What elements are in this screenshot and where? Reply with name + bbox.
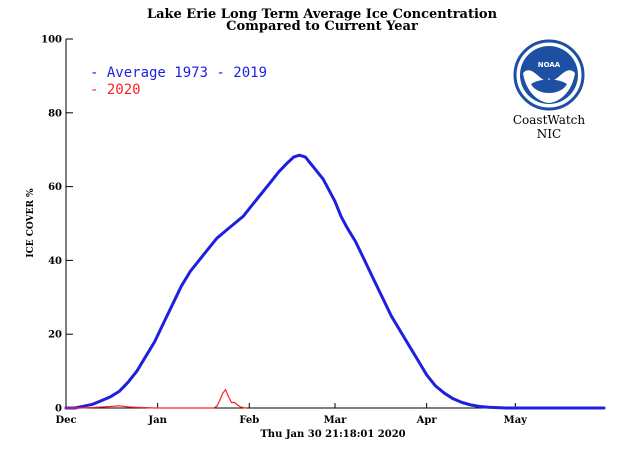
- x-tick-label: Dec: [55, 415, 76, 426]
- y-tick-label: 60: [48, 182, 62, 193]
- x-tick-label: Apr: [416, 415, 438, 426]
- y-tick-label: 0: [55, 404, 62, 415]
- noaa-logo: NOAA: [513, 39, 585, 111]
- y-tick-label: 100: [41, 35, 62, 46]
- x-tick-label: Jan: [147, 415, 167, 426]
- x-tick-label: Feb: [239, 415, 259, 426]
- org-unit: NIC: [537, 127, 561, 141]
- legend-average-label: Average 1973 - 2019: [107, 65, 267, 81]
- y-tick-label: 80: [48, 108, 62, 119]
- legend-current: - 2020: [90, 82, 141, 98]
- logo-wave-icon: [531, 79, 567, 93]
- y-tick-label: 20: [48, 330, 62, 341]
- x-tick-label: Mar: [324, 415, 348, 426]
- series-average-line: [64, 153, 606, 410]
- y-ticks: 0 20 40 60 80 100: [41, 35, 73, 415]
- legend-current-label: 2020: [107, 82, 141, 98]
- org-name: CoastWatch: [513, 113, 586, 127]
- chart-title: Lake Erie Long Term Average Ice Concentr…: [147, 7, 498, 22]
- legend: - Average 1973 - 2019 - 2020: [90, 65, 267, 98]
- x-ticks: Dec Jan Feb Mar Apr May: [55, 403, 528, 426]
- series-2020-line: [65, 389, 247, 409]
- logo-text: NOAA: [538, 61, 561, 69]
- x-tick-label: May: [504, 415, 529, 426]
- timestamp: Thu Jan 30 21:18:01 2020: [260, 429, 405, 440]
- series-lines: [64, 153, 606, 410]
- legend-average: - Average 1973 - 2019: [90, 65, 267, 81]
- y-tick-label: 40: [48, 256, 62, 267]
- chart-subtitle: Compared to Current Year: [226, 19, 418, 34]
- y-axis-label: ICE COVER %: [26, 188, 36, 258]
